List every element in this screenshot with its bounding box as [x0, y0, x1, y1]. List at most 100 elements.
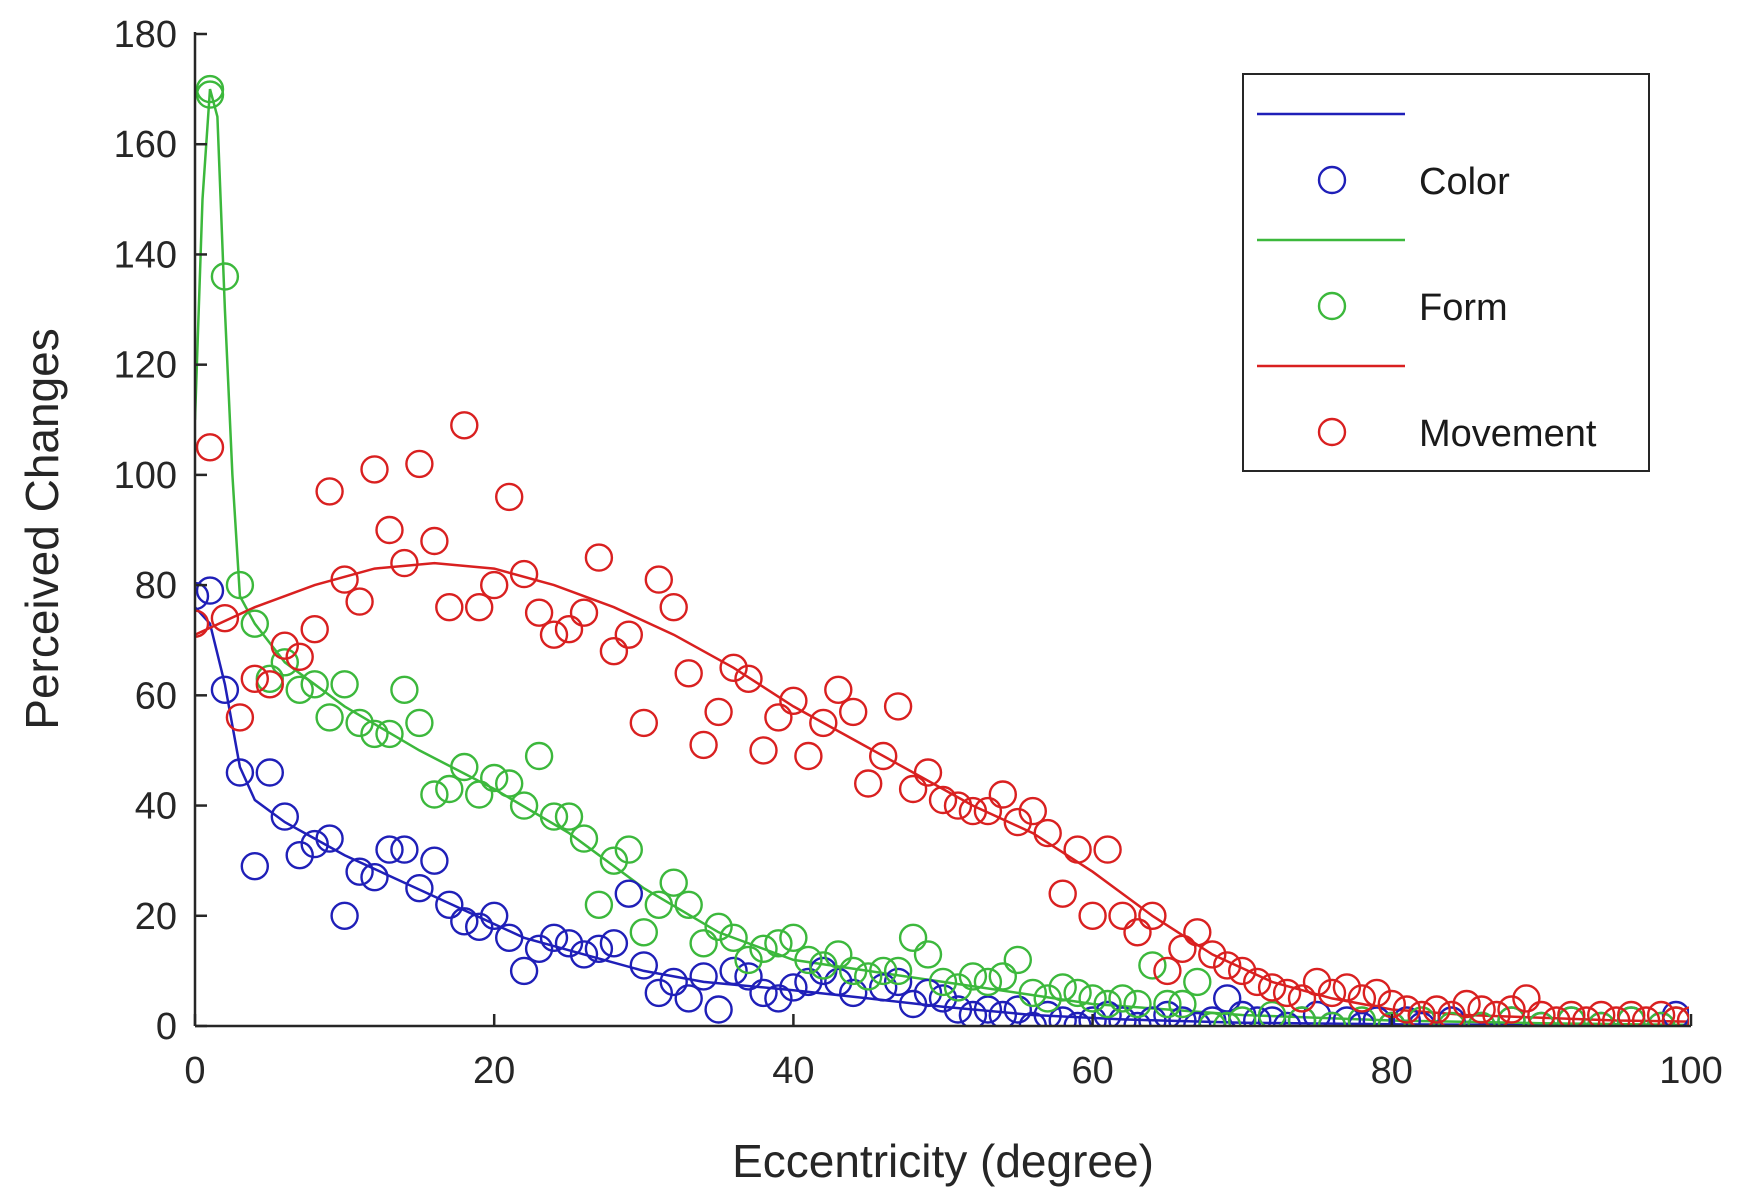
movement-data-point	[614, 620, 643, 649]
y-tick-label: 160	[114, 124, 177, 166]
legend-color-label: Color	[1419, 161, 1510, 203]
color-data-point	[195, 576, 225, 605]
color-data-point	[1257, 1006, 1287, 1026]
movement-data-point	[854, 769, 883, 798]
movement-data-point	[629, 708, 658, 738]
form-data-point	[390, 675, 419, 704]
color-data-point	[480, 901, 509, 930]
movement-data-point	[883, 692, 913, 721]
form-data-point	[330, 670, 359, 699]
movement-data-point	[1646, 1000, 1676, 1026]
movement-data-point	[928, 785, 958, 815]
x-tick-label: 80	[1371, 1050, 1413, 1092]
movement-data-point	[390, 548, 419, 578]
form-data-point	[405, 708, 434, 738]
form-data-point	[1437, 1011, 1466, 1026]
color-data-point	[644, 978, 673, 1008]
color-data-point	[614, 879, 643, 908]
movement-data-point	[1153, 956, 1182, 986]
movement-data-point	[1467, 995, 1496, 1024]
color-data-point	[958, 1000, 988, 1026]
movement-data-point	[1123, 918, 1152, 947]
fit-lines	[195, 88, 1689, 1026]
form-data-point	[524, 741, 554, 771]
movement-data-point	[315, 477, 344, 506]
movement-data-point	[1572, 1006, 1601, 1026]
color-data-point	[330, 901, 359, 930]
legend-movement-label: Movement	[1419, 413, 1597, 455]
movement-data-point	[659, 593, 688, 622]
color-data-point	[749, 978, 778, 1008]
movement-data-point	[1302, 967, 1332, 997]
movement-data-point	[1048, 879, 1077, 908]
movement-data-point	[435, 593, 464, 622]
color-data-point	[734, 962, 763, 991]
color-data-point	[629, 951, 658, 980]
movement-data-point	[1512, 984, 1541, 1013]
y-tick-label: 60	[135, 675, 177, 717]
color-data-point	[450, 907, 479, 936]
color-data-point	[1347, 1011, 1377, 1026]
color-data-point	[315, 824, 344, 853]
color-data-point	[524, 934, 554, 963]
color-data-point	[1078, 1006, 1107, 1026]
form-data-point	[839, 956, 868, 986]
color-data-point	[465, 912, 494, 941]
color-data-point	[898, 989, 928, 1019]
color-data-point	[509, 956, 539, 986]
color-data-point	[1272, 1011, 1302, 1026]
form-data-point	[1467, 1011, 1496, 1026]
form-data-point	[1527, 1011, 1556, 1026]
color-data-point	[1018, 1011, 1047, 1026]
movement-data-point	[1482, 1000, 1511, 1026]
form-data-point	[1108, 984, 1137, 1013]
movement-data-point	[1317, 978, 1347, 1008]
form-data-point	[749, 934, 778, 963]
color-data-point	[495, 923, 524, 952]
movement-data-point	[1033, 818, 1062, 848]
movement-data-point	[569, 598, 599, 627]
form-data-point	[1063, 978, 1092, 1008]
form-data-point	[1003, 945, 1032, 975]
form-data-point	[1198, 1011, 1227, 1026]
movement-data-point	[360, 455, 389, 484]
movement-data-point	[824, 675, 853, 704]
movement-data-point	[1422, 995, 1451, 1024]
form-data-point	[1093, 989, 1122, 1019]
movement-data-point	[1392, 995, 1422, 1024]
x-tick-label: 20	[473, 1050, 515, 1092]
movement-data-point	[1602, 1006, 1631, 1026]
color-data-point	[390, 835, 419, 864]
color-data-point	[240, 852, 270, 881]
movement-data-point	[375, 515, 404, 545]
form-data-point	[1497, 1006, 1526, 1026]
color-data-point	[225, 758, 255, 787]
form-data-point	[539, 802, 569, 831]
color-data-point	[779, 973, 808, 1002]
form-data-point	[898, 923, 928, 952]
movement-data-point	[1018, 796, 1048, 826]
legend-form-marker	[1317, 291, 1347, 321]
color-data-point	[1153, 1000, 1182, 1026]
color-data-point	[285, 841, 314, 870]
color-data-point	[210, 675, 240, 704]
color-data-point	[1332, 1006, 1362, 1026]
movement-data-point	[1617, 1000, 1646, 1026]
color-data-point	[1212, 984, 1242, 1013]
form-data-point	[584, 890, 614, 919]
movement-data-point	[1093, 835, 1122, 864]
color-data-point	[360, 863, 389, 892]
movement-data-point	[1437, 1000, 1466, 1026]
movement-data-point	[539, 620, 569, 649]
form-data-point	[569, 824, 599, 853]
legend-movement-marker	[1317, 417, 1347, 447]
form-data-point	[1347, 1006, 1377, 1026]
color-data-point	[1063, 1011, 1092, 1026]
movement-data-point	[1227, 956, 1257, 986]
color-data-point	[405, 874, 434, 903]
form-data-point	[794, 945, 823, 975]
color-data-point	[1033, 1000, 1062, 1026]
movement-data-point	[734, 664, 763, 693]
form-data-point	[674, 890, 703, 919]
